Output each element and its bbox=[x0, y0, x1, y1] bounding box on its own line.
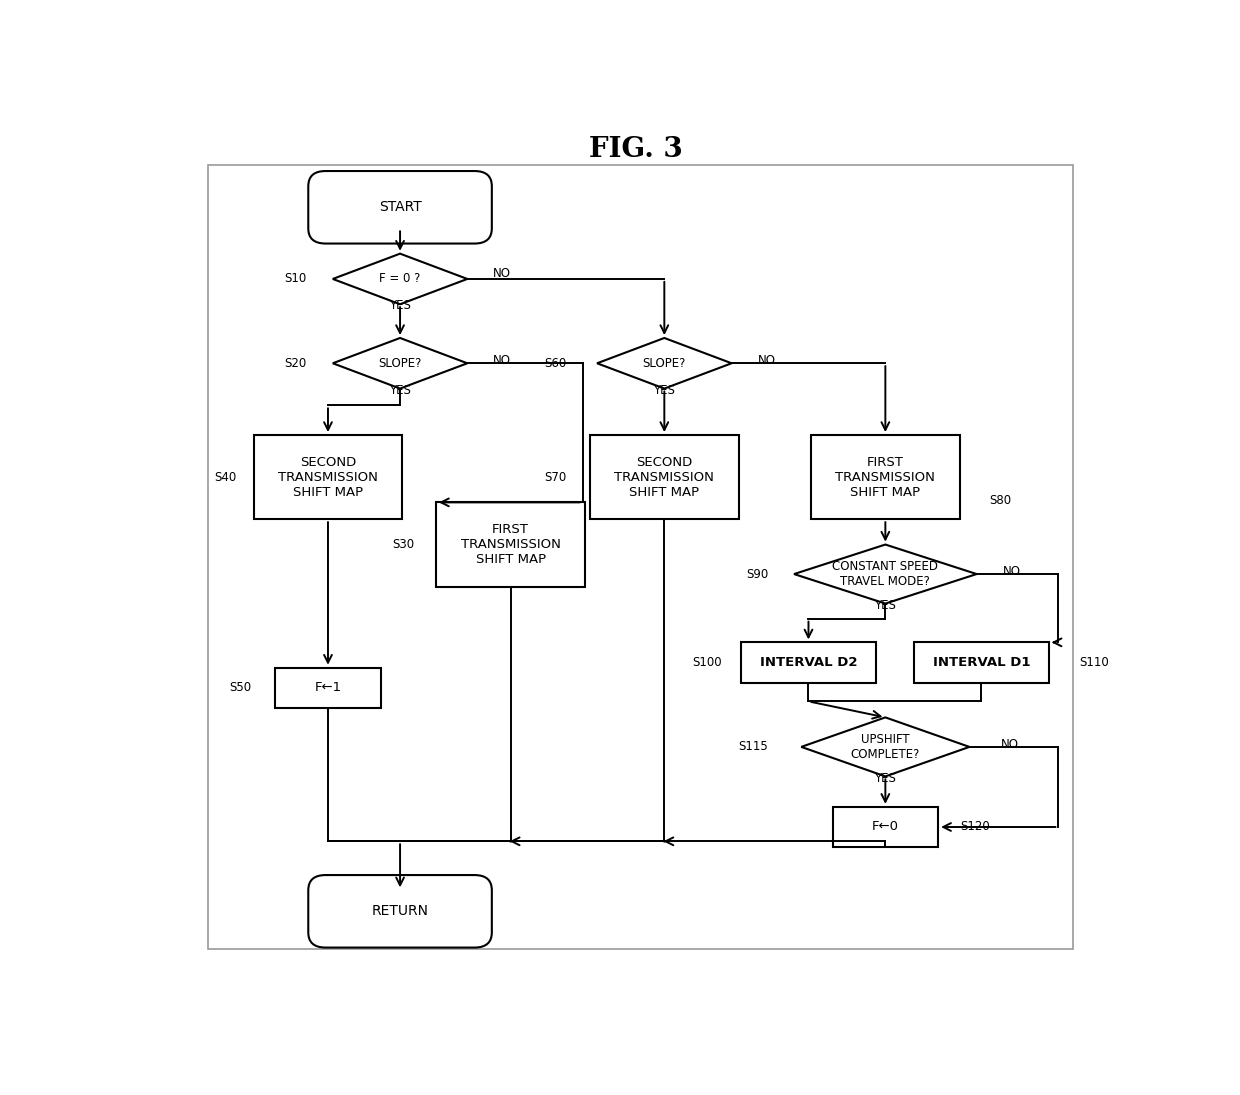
Text: NO: NO bbox=[494, 266, 511, 279]
FancyBboxPatch shape bbox=[309, 171, 492, 243]
Text: S60: S60 bbox=[544, 357, 567, 370]
Text: YES: YES bbox=[389, 299, 410, 312]
Bar bbox=[811, 435, 960, 519]
Text: S20: S20 bbox=[285, 357, 306, 370]
Text: F←1: F←1 bbox=[315, 681, 341, 694]
Bar bbox=[914, 643, 1049, 683]
Text: F←0: F←0 bbox=[872, 820, 899, 833]
FancyBboxPatch shape bbox=[208, 165, 1073, 949]
Text: S115: S115 bbox=[738, 740, 768, 753]
Text: FIRST
TRANSMISSION
SHIFT MAP: FIRST TRANSMISSION SHIFT MAP bbox=[836, 456, 935, 498]
Text: SECOND
TRANSMISSION
SHIFT MAP: SECOND TRANSMISSION SHIFT MAP bbox=[278, 456, 378, 498]
Polygon shape bbox=[332, 338, 467, 389]
Text: NO: NO bbox=[758, 355, 775, 367]
Text: YES: YES bbox=[874, 599, 897, 612]
Polygon shape bbox=[596, 338, 732, 389]
Text: UPSHIFT
COMPLETE?: UPSHIFT COMPLETE? bbox=[851, 733, 920, 761]
Text: CONSTANT SPEED
TRAVEL MODE?: CONSTANT SPEED TRAVEL MODE? bbox=[832, 560, 939, 588]
Polygon shape bbox=[801, 717, 970, 776]
Text: NO: NO bbox=[1003, 565, 1021, 578]
Text: S70: S70 bbox=[544, 471, 567, 484]
Text: INTERVAL D2: INTERVAL D2 bbox=[760, 656, 857, 669]
Text: NO: NO bbox=[494, 355, 511, 367]
Bar bbox=[742, 643, 875, 683]
Text: INTERVAL D1: INTERVAL D1 bbox=[932, 656, 1030, 669]
Text: FIG. 3: FIG. 3 bbox=[589, 137, 682, 163]
Text: F = 0 ?: F = 0 ? bbox=[379, 273, 420, 286]
Text: SLOPE?: SLOPE? bbox=[378, 357, 422, 370]
Text: YES: YES bbox=[874, 772, 897, 785]
Text: S110: S110 bbox=[1080, 656, 1110, 669]
Bar bbox=[275, 668, 381, 708]
Bar bbox=[590, 435, 739, 519]
Text: S120: S120 bbox=[960, 820, 990, 833]
Text: START: START bbox=[378, 200, 422, 215]
Text: S40: S40 bbox=[215, 471, 237, 484]
Text: YES: YES bbox=[653, 383, 676, 396]
Text: RETURN: RETURN bbox=[372, 904, 429, 919]
Text: S90: S90 bbox=[746, 567, 768, 580]
Text: YES: YES bbox=[389, 383, 410, 396]
Text: SLOPE?: SLOPE? bbox=[642, 357, 686, 370]
Text: S10: S10 bbox=[285, 273, 306, 286]
Text: SECOND
TRANSMISSION
SHIFT MAP: SECOND TRANSMISSION SHIFT MAP bbox=[614, 456, 714, 498]
Text: FIRST
TRANSMISSION
SHIFT MAP: FIRST TRANSMISSION SHIFT MAP bbox=[460, 523, 560, 566]
Text: S30: S30 bbox=[392, 538, 414, 551]
Bar bbox=[253, 435, 403, 519]
Text: S50: S50 bbox=[229, 681, 250, 694]
Bar bbox=[436, 503, 585, 587]
Text: NO: NO bbox=[1001, 738, 1019, 751]
Bar bbox=[832, 807, 939, 848]
FancyBboxPatch shape bbox=[309, 875, 492, 947]
Polygon shape bbox=[794, 544, 977, 603]
Text: S80: S80 bbox=[990, 494, 1012, 507]
Polygon shape bbox=[332, 254, 467, 304]
Text: S100: S100 bbox=[692, 656, 722, 669]
